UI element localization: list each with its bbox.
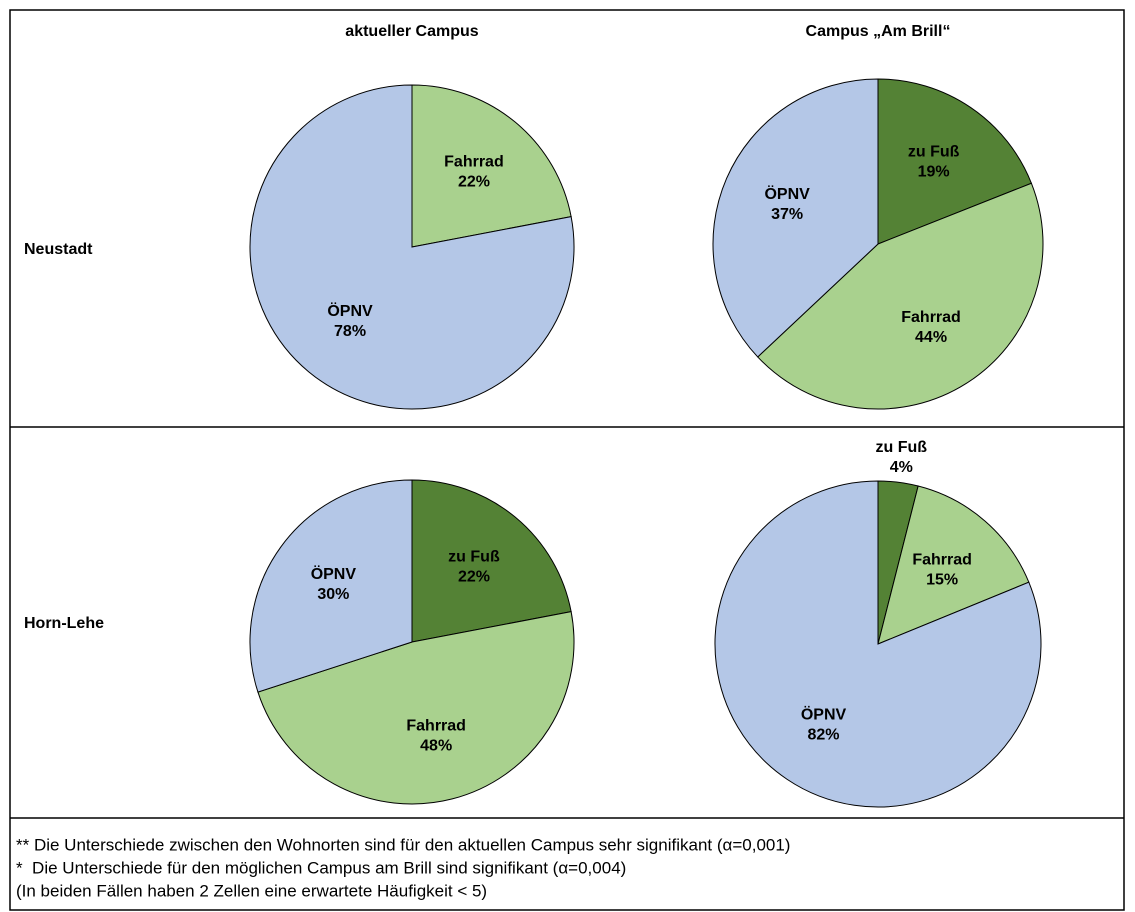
slice-label: Fahrrad [901,309,961,326]
slice-value-label: 37% [771,206,803,223]
footnote: * Die Unterschiede für den möglichen Cam… [16,858,626,877]
slice-value-label: 44% [915,329,947,346]
slice-value-label: 15% [926,571,958,588]
footnote: (In beiden Fällen haben 2 Zellen eine er… [16,881,487,900]
pie-slice [714,480,1042,808]
row-label: Neustadt [24,241,93,258]
slice-label: ÖPNV [801,704,847,723]
slice-label: ÖPNV [764,184,810,203]
slice-value-label: 48% [420,737,452,754]
slice-value-label: 22% [458,173,490,190]
slice-value-label: 4% [890,459,913,476]
slice-label: ÖPNV [311,564,357,583]
slice-label: zu Fuß [448,548,500,565]
slice-label: ÖPNV [327,301,373,320]
pie-slice [249,479,413,693]
slice-value-label: 22% [458,568,490,585]
row-label: Horn-Lehe [24,615,104,632]
slice-value-label: 19% [918,163,950,180]
pie-slice [249,84,575,410]
frame [9,9,1125,911]
pie-slice [411,479,572,643]
slice-value-label: 30% [317,586,349,603]
slice-label: Fahrrad [912,551,972,568]
slice-label: zu Fuß [908,143,960,160]
pie-slice [877,485,1030,645]
footnote: ** Die Unterschiede zwischen den Wohnort… [16,835,790,854]
pie-slice [257,611,575,805]
column-header: Campus „Am Brill“ [806,23,951,40]
pie-slice [712,78,879,358]
slice-value-label: 82% [807,726,839,743]
column-header: aktueller Campus [345,23,478,40]
pie-slice [411,84,572,248]
slice-label: zu Fuß [875,439,927,456]
pie-slice [877,78,1033,245]
slice-label: Fahrrad [444,153,504,170]
slice-value-label: 78% [334,323,366,340]
pie-slice [757,182,1044,410]
slice-label: Fahrrad [406,717,466,734]
